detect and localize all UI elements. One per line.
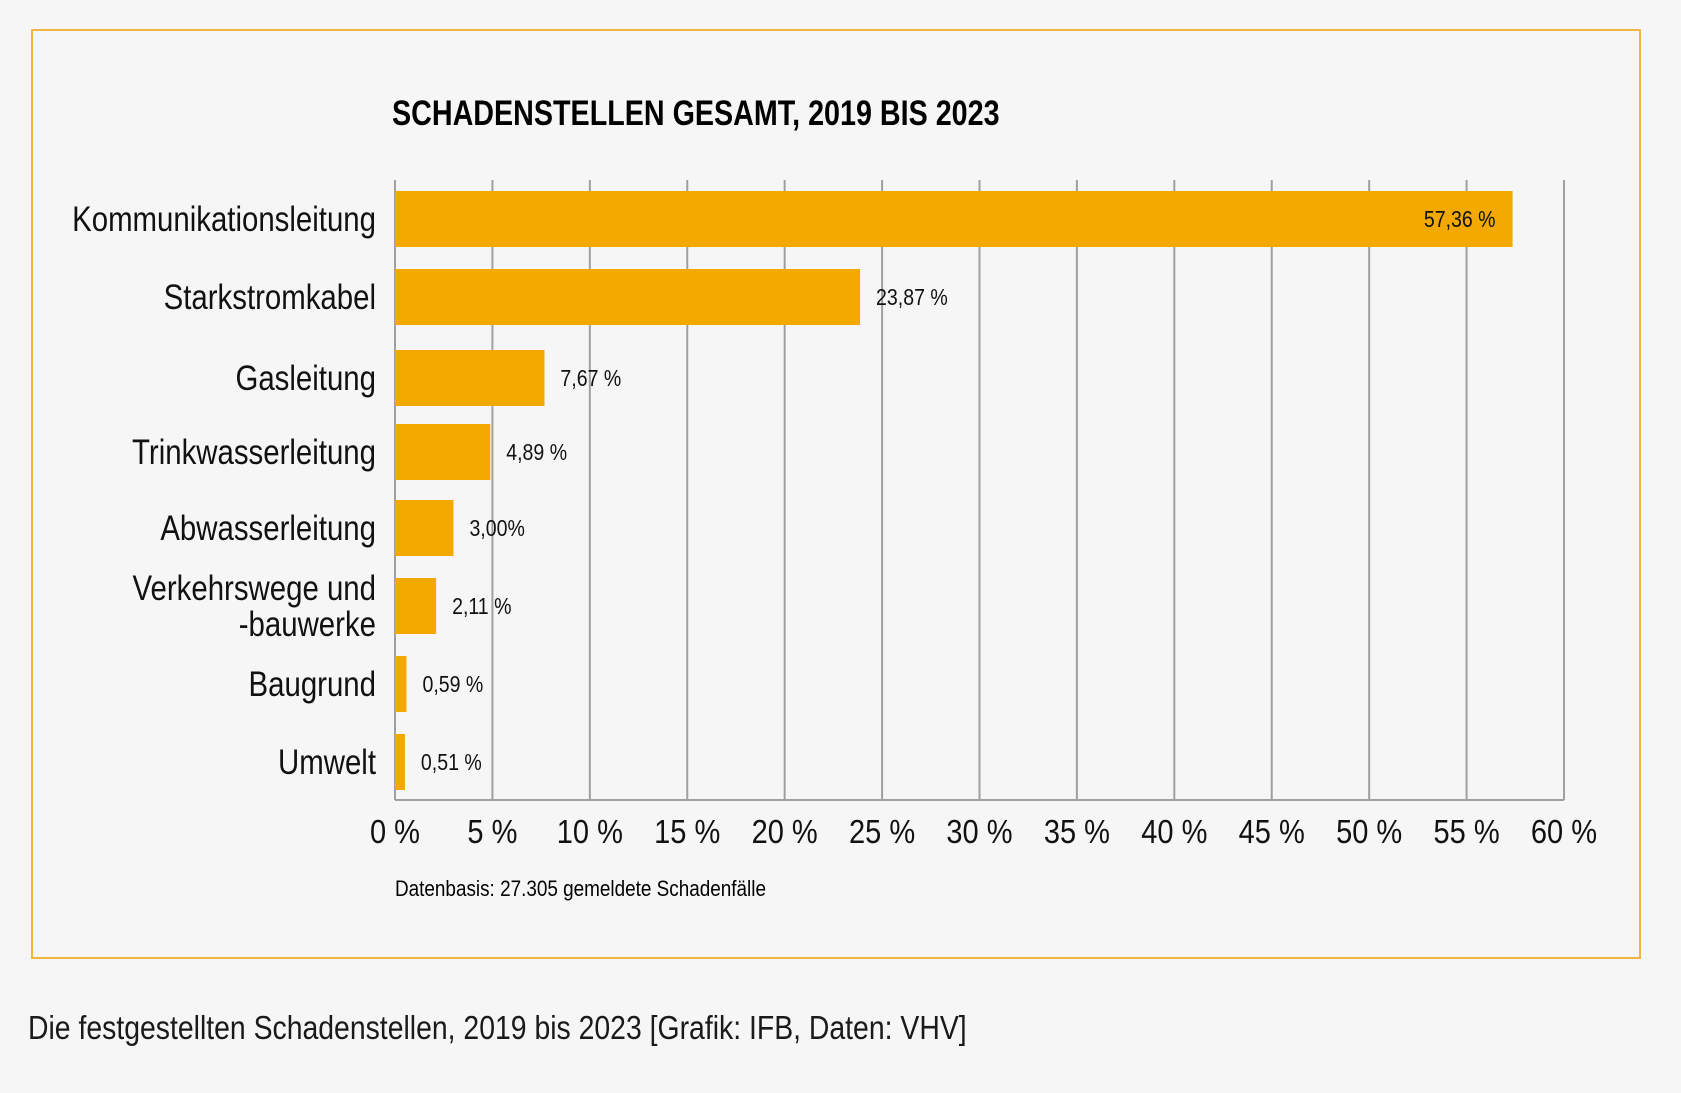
x-tick-label-55: 55 % (1433, 813, 1499, 850)
x-tick-label-15: 15 % (654, 813, 720, 850)
value-label-4: 3,00% (469, 516, 524, 542)
value-label-1: 23,87 % (876, 285, 948, 311)
category-labels: Kommunikationsleitung Starkstromkabel Gasl… (72, 200, 376, 782)
source-note: Datenbasis: 27.305 gemeldete Schadenfäll… (395, 877, 766, 902)
category-label-3: Trinkwasserleitung (132, 433, 376, 472)
chart-frame (31, 29, 1641, 959)
category-label-7: Umwelt (278, 743, 376, 782)
x-tick-label-50: 50 % (1336, 813, 1402, 850)
bar-7 (395, 734, 405, 790)
x-tick-label-45: 45 % (1239, 813, 1305, 850)
category-label-2: Gasleitung (235, 359, 376, 398)
x-tick-labels: 0 % 5 % 10 % 15 % 20 % 25 % 30 % 35 % 40 % 45 % 50… (370, 813, 1597, 850)
bar-2 (395, 350, 545, 406)
bars (395, 191, 1513, 790)
value-label-5: 2,11 % (452, 594, 511, 620)
bar-5 (395, 578, 437, 634)
x-tick-label-40: 40 % (1141, 813, 1207, 850)
x-tick-label-10: 10 % (557, 813, 623, 850)
value-label-2: 7,67 % (560, 366, 621, 392)
x-tick-label-25: 25 % (849, 813, 915, 850)
figure-caption: Die festgestellten Schadenstellen, 2019 … (28, 1009, 967, 1046)
value-labels: 57,36 % 23,87 % 7,67 % 4,89 % 3,00% 2,11 % 0,5… (421, 207, 1496, 776)
category-label-4: Abwasserleitung (160, 509, 376, 548)
x-tick-label-60: 60 % (1531, 813, 1597, 850)
value-label-7: 0,51 % (421, 750, 482, 776)
category-label-1: Starkstromkabel (164, 278, 376, 317)
chart-title: SCHADENSTELLEN GESAMT, 2019 BIS 2023 (392, 93, 1000, 132)
bar-0 (395, 191, 1513, 247)
x-tick-label-35: 35 % (1044, 813, 1110, 850)
category-label-5-line-0: Verkehrswege und (133, 569, 376, 608)
value-label-3: 4,89 % (506, 440, 567, 466)
category-label-6: Baugrund (249, 665, 376, 704)
value-label-0: 57,36 % (1424, 207, 1496, 233)
bar-3 (395, 424, 491, 480)
x-tick-label-5: 5 % (467, 813, 517, 850)
x-tick-label-0: 0 % (370, 813, 420, 850)
category-label-5-line-1: -bauwerke (239, 605, 376, 644)
bar-6 (395, 656, 407, 712)
value-label-6: 0,59 % (422, 672, 483, 698)
x-tick-label-30: 30 % (946, 813, 1012, 850)
x-tick-label-20: 20 % (752, 813, 818, 850)
bar-4 (395, 500, 454, 556)
category-label-0: Kommunikationsleitung (72, 200, 376, 239)
bar-1 (395, 269, 861, 325)
